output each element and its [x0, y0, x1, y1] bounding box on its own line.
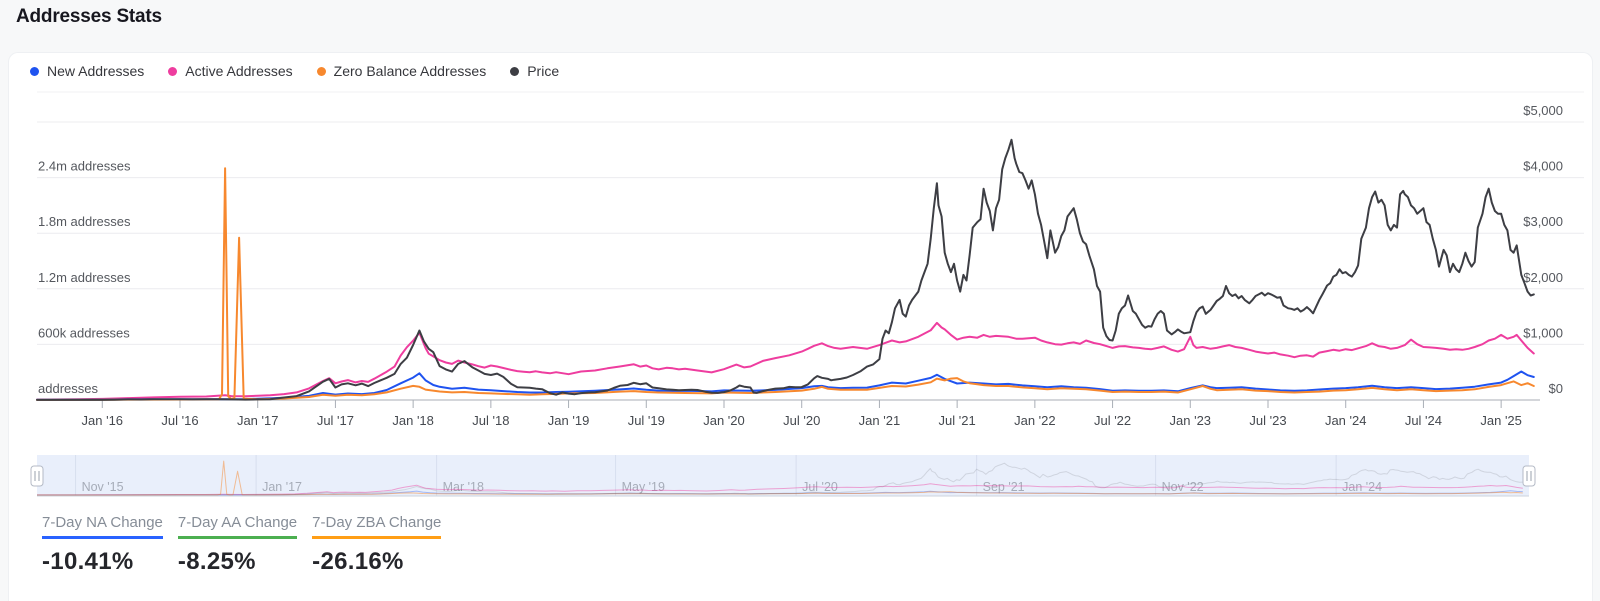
legend-item-new-addresses[interactable]: New Addresses: [30, 63, 144, 79]
x-axis-tick-label: Jan '17: [237, 413, 279, 428]
x-axis-tick-label: Jul '21: [939, 413, 976, 428]
page-title: Addresses Stats: [16, 6, 162, 27]
x-axis-tick-label: Jul '17: [317, 413, 354, 428]
addresses-axis-label: 2.4m addresses: [38, 159, 131, 174]
addresses-axis-label: 600k addresses: [38, 325, 130, 340]
navigator-series-active-addresses: [37, 483, 1523, 496]
price-axis-label: $2,000: [1523, 270, 1563, 285]
plot-area[interactable]: [37, 92, 1540, 400]
price-axis-label: $1,000: [1523, 325, 1563, 340]
stats-row: 7-Day NA Change -10.41% 7-Day AA Change …: [42, 514, 442, 576]
addresses-axis-label: addresses: [38, 381, 98, 396]
series-line-new-addresses: [36, 370, 1535, 401]
x-axis-tick-label: Jan '22: [1014, 413, 1056, 428]
stat-label: 7-Day NA Change: [42, 514, 163, 539]
stat-value: -10.41%: [42, 548, 134, 575]
x-axis-tick-label: Jan '18: [392, 413, 434, 428]
series-line-active-addresses: [36, 321, 1535, 401]
stat-value: -26.16%: [312, 548, 404, 575]
x-axis-tick-label: Jan '25: [1480, 413, 1522, 428]
legend-item-label: Zero Balance Addresses: [333, 63, 487, 79]
price-axis-label: $4,000: [1523, 159, 1563, 174]
addresses-axis-label: 1.8m addresses: [38, 214, 131, 229]
x-axis-tick-label: Jan '16: [82, 413, 124, 428]
navigator-selected-range[interactable]: [37, 455, 1529, 496]
navigator-tick-label: May '19: [622, 480, 665, 494]
stat-card-7day-na-change: 7-Day NA Change -10.41%: [42, 514, 163, 576]
x-axis-tick-label: Jan '23: [1170, 413, 1212, 428]
navigator-tick-label: Jan '17: [262, 480, 302, 494]
legend-item-active-addresses[interactable]: Active Addresses: [168, 63, 293, 79]
x-axis-tick-label: Jan '19: [548, 413, 590, 428]
x-axis-tick-label: Jul '20: [783, 413, 820, 428]
legend-item-price[interactable]: Price: [510, 63, 559, 79]
x-axis-tick-label: Jul '16: [161, 413, 198, 428]
addresses-axis-label: 1.2m addresses: [38, 270, 131, 285]
handle-grip-icon: [30, 465, 44, 487]
navigator-tick-label: Jul '20: [802, 480, 838, 494]
stat-label: 7-Day AA Change: [177, 514, 298, 539]
legend-dot-icon: [168, 66, 178, 76]
price-axis-label: $3,000: [1523, 214, 1563, 229]
chart-legend: New Addresses Active Addresses Zero Balanc…: [30, 63, 559, 79]
legend-item-label: Active Addresses: [185, 63, 293, 79]
x-axis-tick-label: Jul '19: [628, 413, 665, 428]
navigator-tick-label: Nov '15: [82, 480, 124, 494]
stat-card-7day-aa-change: 7-Day AA Change -8.25%: [177, 514, 298, 576]
price-axis-label: $5,000: [1523, 103, 1563, 118]
navigator-series-price: [37, 462, 1523, 496]
x-axis-tick-label: Jan '24: [1325, 413, 1367, 428]
stat-card-7day-zba-change: 7-Day ZBA Change -26.16%: [312, 514, 442, 576]
legend-item-label: New Addresses: [47, 63, 145, 79]
handle-grip-icon: [1522, 465, 1536, 487]
navigator-tick-label: Sep '21: [983, 480, 1025, 494]
x-axis-tick-label: Jan '20: [703, 413, 745, 428]
x-axis-tick-label: Jul '23: [1249, 413, 1286, 428]
navigator-tick-label: Nov '22: [1162, 480, 1204, 494]
navigator-series-zero-balance-addresses: [37, 460, 1523, 496]
x-axis-tick-label: Jul '24: [1405, 413, 1442, 428]
stat-value: -8.25%: [177, 548, 256, 575]
series-line-price: [36, 138, 1535, 401]
legend-dot-icon: [510, 66, 520, 76]
navigator-tick-label: Mar '18: [443, 480, 484, 494]
x-axis-tick-label: Jul '18: [472, 413, 509, 428]
chart-card: [8, 52, 1593, 601]
legend-dot-icon: [316, 66, 326, 76]
legend-item-zero-balance-addresses[interactable]: Zero Balance Addresses: [316, 63, 487, 79]
legend-dot-icon: [30, 66, 39, 76]
stat-label: 7-Day ZBA Change: [312, 514, 442, 539]
navigator-left-handle[interactable]: [30, 465, 44, 487]
x-axis-tick-label: Jul '22: [1094, 413, 1131, 428]
navigator-tick-label: Jan '24: [1342, 480, 1382, 494]
price-axis-label: $0: [1549, 381, 1563, 396]
series-line-zero-balance-addresses: [36, 167, 1535, 401]
legend-item-label: Price: [527, 63, 560, 79]
navigator-right-handle[interactable]: [1522, 465, 1536, 487]
x-axis-tick-label: Jan '21: [859, 413, 901, 428]
